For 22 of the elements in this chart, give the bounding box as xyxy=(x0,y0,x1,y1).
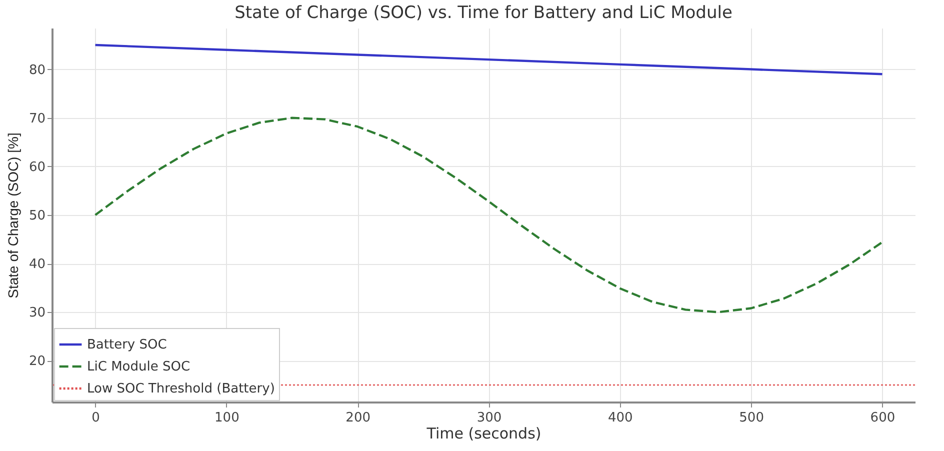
y-tick-label: 30 xyxy=(28,306,46,321)
legend-label: Battery SOC xyxy=(87,338,167,352)
y-tick-label: 70 xyxy=(28,111,46,126)
legend-label: LiC Module SOC xyxy=(87,360,190,374)
x-tick-label: 0 xyxy=(92,410,100,426)
x-tick-label: 200 xyxy=(346,410,371,426)
x-tick-label: 600 xyxy=(870,410,896,426)
line-series xyxy=(94,44,884,76)
y-axis-title: State of Charge (SOC) [%] xyxy=(4,132,21,298)
x-tick-label: 500 xyxy=(739,410,764,426)
line-series xyxy=(94,116,884,314)
y-tick-label: 80 xyxy=(28,62,46,78)
x-tick-label: 100 xyxy=(214,410,240,426)
x-tick-label: 300 xyxy=(476,410,502,426)
y-tick-label: 60 xyxy=(28,160,46,175)
x-axis-title: Time (seconds) xyxy=(426,424,542,442)
y-tick-label: 40 xyxy=(28,257,46,272)
chart-title: State of Charge (SOC) vs. Time for Battery and LiC Module xyxy=(234,3,732,23)
x-tick-label: 400 xyxy=(608,410,633,426)
y-tick-label: 20 xyxy=(28,354,46,370)
y-tick-label: 50 xyxy=(28,208,46,224)
ref-line-label: Low SOC Threshold (Battery) xyxy=(87,382,275,396)
